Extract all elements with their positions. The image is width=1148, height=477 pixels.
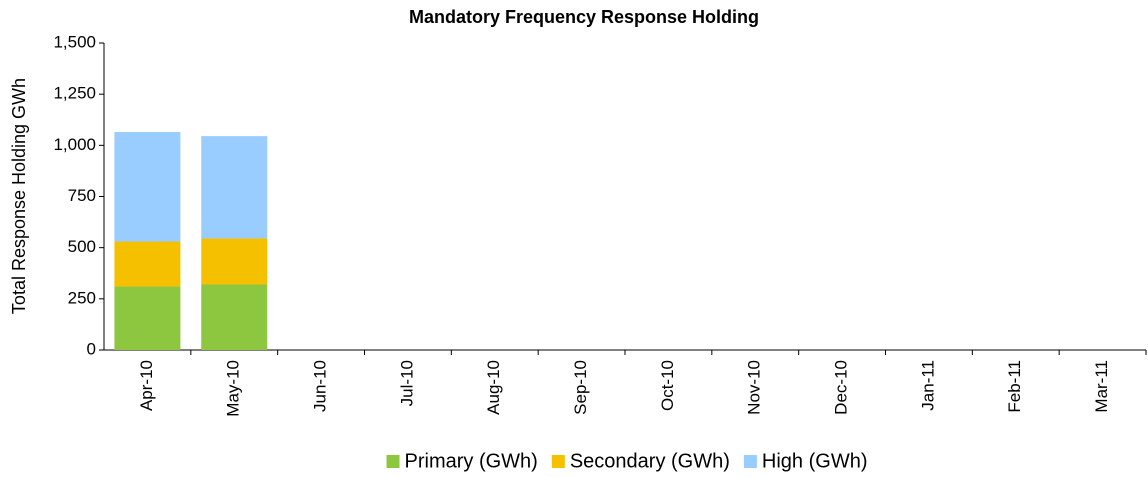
x-tick-label: Nov-10 xyxy=(745,360,764,415)
x-tick-label: Mar-11 xyxy=(1092,360,1111,413)
x-tick-label: Feb-11 xyxy=(1005,360,1024,413)
bar-segment xyxy=(114,286,181,350)
y-tick-label: 1,250 xyxy=(53,84,96,103)
legend-label: Primary (GWh) xyxy=(405,450,538,472)
x-tick-label: Oct-10 xyxy=(658,360,677,411)
x-tick-label: Jun-10 xyxy=(311,360,330,412)
x-tick-label: Jul-10 xyxy=(397,360,416,406)
chart-title: Mandatory Frequency Response Holding xyxy=(409,7,759,27)
bar-segment xyxy=(201,136,268,239)
bar-segment xyxy=(201,284,268,350)
y-tick-label: 750 xyxy=(68,186,96,205)
bar-segment xyxy=(201,238,268,285)
legend-label: High (GWh) xyxy=(762,450,868,472)
y-axis-label: Total Response Holding GWh xyxy=(9,78,29,314)
y-tick-label: 500 xyxy=(68,237,96,256)
x-tick-label: Sep-10 xyxy=(571,360,590,415)
y-tick-label: 250 xyxy=(68,288,96,307)
bar-segment xyxy=(114,132,181,242)
y-tick-label: 0 xyxy=(87,339,96,358)
x-tick-label: Jan-11 xyxy=(918,360,937,411)
y-tick-label: 1,000 xyxy=(53,135,96,154)
x-tick-label: Dec-10 xyxy=(832,360,851,415)
legend-label: Secondary (GWh) xyxy=(570,450,730,472)
legend-swatch xyxy=(743,455,757,468)
legend-swatch xyxy=(551,455,565,468)
y-tick-label: 1,500 xyxy=(53,32,96,51)
x-tick-label: Aug-10 xyxy=(484,360,503,415)
x-tick-label: Apr-10 xyxy=(137,360,156,411)
bar-segment xyxy=(114,241,181,287)
x-tick-label: May-10 xyxy=(224,360,243,417)
legend-swatch xyxy=(386,455,400,468)
